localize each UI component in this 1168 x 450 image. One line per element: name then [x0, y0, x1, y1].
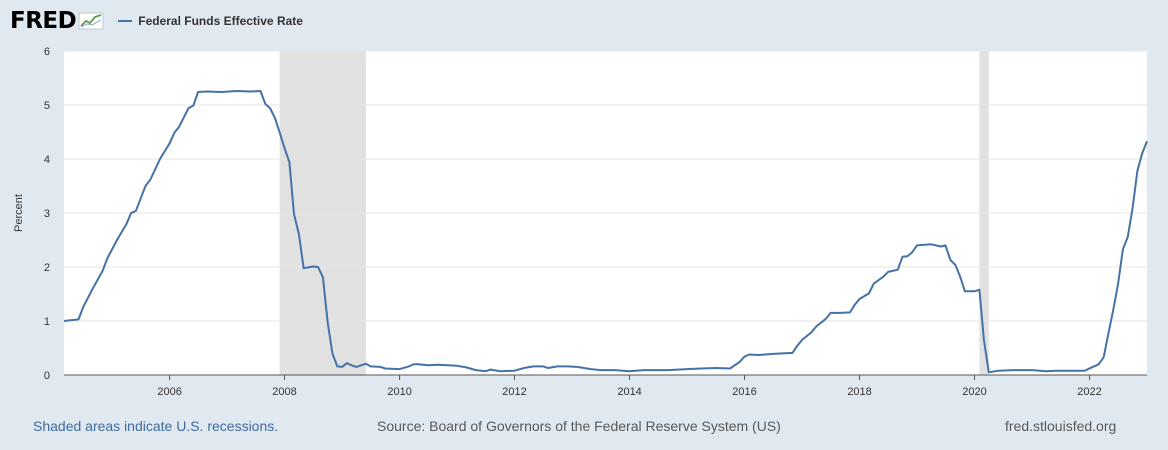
y-tick-label: 3 [44, 208, 50, 220]
x-tick-label: 2020 [962, 386, 986, 398]
y-axis-label: Percent [13, 194, 25, 232]
chart-header: FRED Federal Funds Effective Rate [10, 6, 303, 36]
trend-chart-icon [78, 12, 104, 30]
x-tick-label: 2008 [272, 386, 296, 398]
fred-logo[interactable]: FRED [10, 8, 104, 34]
recession-note[interactable]: Shaded areas indicate U.S. recessions. [33, 418, 279, 434]
y-tick-label: 5 [44, 100, 50, 112]
source-note: Source: Board of Governors of the Federa… [377, 418, 781, 434]
site-link[interactable]: fred.stlouisfed.org [1005, 418, 1117, 434]
x-tick-label: 2012 [502, 386, 526, 398]
series-line [63, 90, 1148, 374]
x-tick-label: 2014 [617, 386, 641, 398]
y-tick-label: 6 [44, 46, 50, 58]
x-tick-label: 2010 [387, 386, 411, 398]
y-tick-label: 1 [44, 316, 50, 328]
chart-legend[interactable]: Federal Funds Effective Rate [118, 14, 303, 28]
logo-text: FRED [10, 8, 77, 34]
line-chart: 0 1 2 3 4 5 6 2006 2008 2010 2012 2014 2016 2018 2020 2… [13, 46, 1148, 398]
y-tick-label: 4 [44, 154, 50, 166]
legend-label: Federal Funds Effective Rate [138, 14, 303, 28]
y-tick-label: 0 [44, 370, 50, 382]
x-tick-label: 2022 [1077, 386, 1101, 398]
y-tick-label: 2 [44, 262, 50, 274]
x-tick-label: 2018 [847, 386, 871, 398]
legend-line-swatch [118, 20, 133, 22]
x-tick-label: 2006 [157, 386, 181, 398]
x-tick-label: 2016 [732, 386, 756, 398]
